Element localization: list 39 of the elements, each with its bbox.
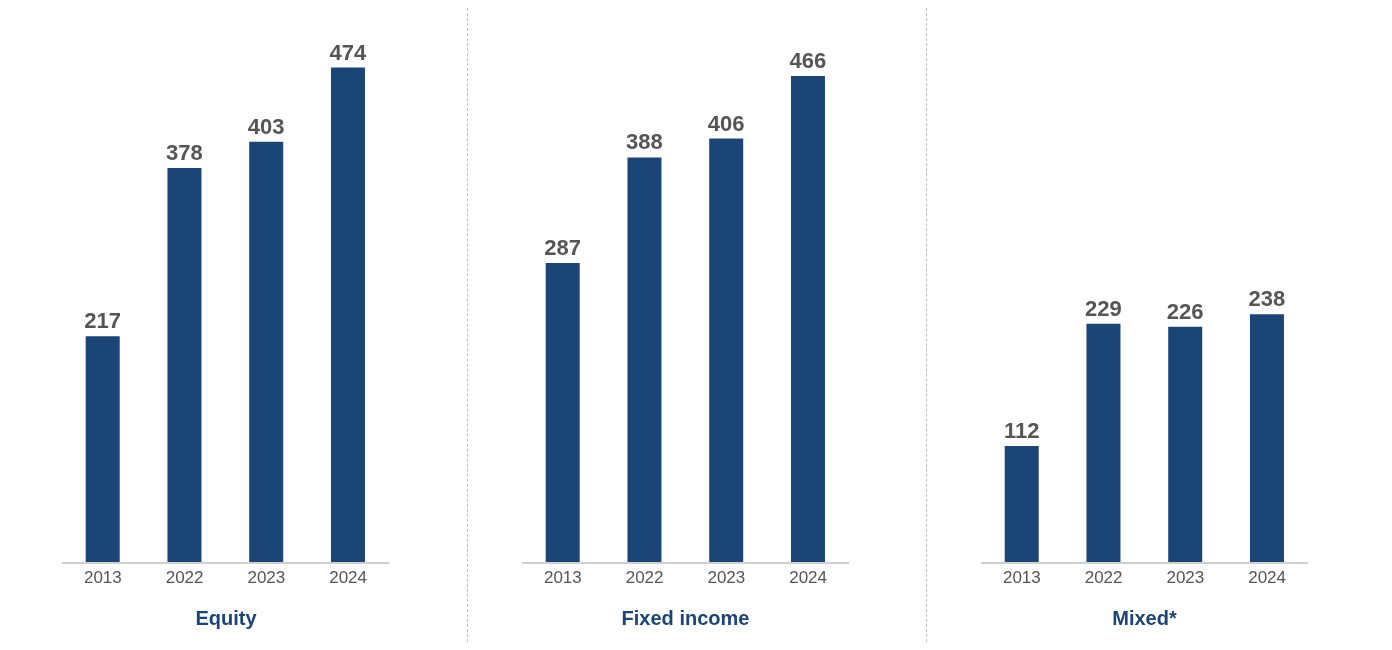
data-label: 238 xyxy=(1248,286,1286,312)
bar xyxy=(1249,314,1284,563)
bar xyxy=(709,138,744,563)
data-label: 378 xyxy=(166,139,203,165)
data-label: 112 xyxy=(1003,417,1040,443)
x-tick-label: 2024 xyxy=(789,568,828,588)
data-label: 466 xyxy=(789,47,827,73)
x-tick-label: 2023 xyxy=(707,568,746,588)
x-tick-label: 2023 xyxy=(247,568,286,588)
bar xyxy=(790,75,825,563)
x-tick-label: 2023 xyxy=(1166,568,1205,588)
bar xyxy=(85,336,120,563)
x-tick-label: 2013 xyxy=(83,568,122,588)
data-label: 287 xyxy=(544,235,582,261)
data-label: 406 xyxy=(707,110,745,136)
data-label: 388 xyxy=(626,129,663,155)
bar xyxy=(1086,323,1121,563)
bar xyxy=(627,157,662,563)
data-label: 403 xyxy=(247,113,285,139)
bar xyxy=(1004,445,1039,563)
x-tick-label: 2022 xyxy=(1084,568,1123,588)
data-label: 474 xyxy=(329,39,368,65)
x-tick-label: 2024 xyxy=(1248,568,1287,588)
data-label: 229 xyxy=(1085,295,1122,321)
bar xyxy=(167,167,202,563)
bar xyxy=(545,263,580,563)
x-tick-label: 2013 xyxy=(543,568,582,588)
x-tick-label: 2022 xyxy=(165,568,204,588)
x-tick-label: 2024 xyxy=(329,568,368,588)
bar xyxy=(330,67,365,563)
x-tick-label: 2022 xyxy=(625,568,664,588)
x-tick-label: 2013 xyxy=(1002,568,1041,588)
data-label: 226 xyxy=(1166,298,1204,324)
bar xyxy=(249,141,284,563)
x-axis-title: Equity xyxy=(194,607,258,630)
bar xyxy=(1168,326,1203,563)
data-label: 217 xyxy=(84,308,122,334)
x-axis-title: Fixed income xyxy=(620,607,751,630)
x-axis-title: Mixed* xyxy=(1111,607,1178,630)
